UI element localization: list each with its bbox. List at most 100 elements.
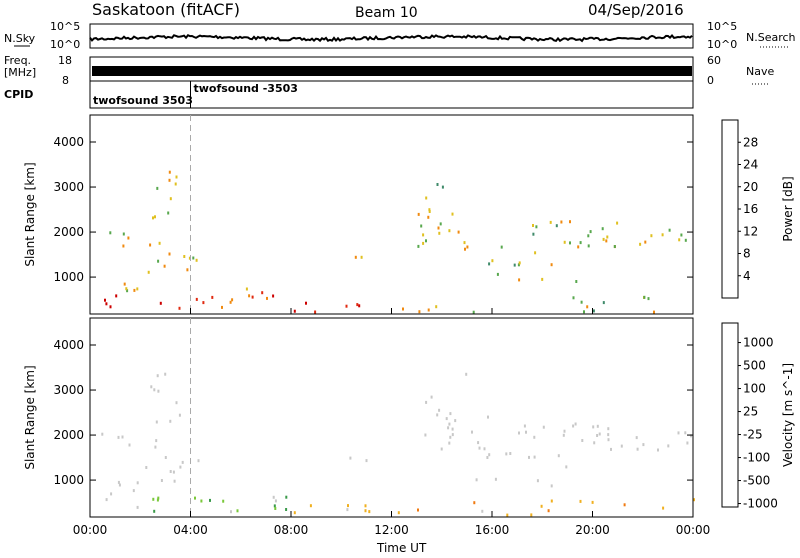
heatmap-cell xyxy=(532,232,535,236)
x-tick-label: 00:00 xyxy=(73,523,108,537)
heatmap-cell xyxy=(365,459,368,463)
heatmap-cell xyxy=(274,499,277,503)
heatmap-cell xyxy=(587,244,590,248)
heatmap-cell xyxy=(580,300,583,304)
heatmap-cell xyxy=(236,509,239,513)
heatmap-cell xyxy=(128,443,131,447)
heatmap-cell xyxy=(272,495,275,499)
heatmap-cell xyxy=(542,425,545,429)
heatmap-cell xyxy=(583,310,585,314)
heatmap-cell xyxy=(436,183,439,186)
heatmap-cell xyxy=(686,441,689,445)
heatmap-cell xyxy=(436,413,439,417)
heatmap-cell xyxy=(117,480,120,484)
heatmap-cell xyxy=(122,244,125,248)
heatmap-cell xyxy=(463,241,466,245)
heatmap-cell xyxy=(532,224,534,227)
colorbar-tick-label: 25 xyxy=(743,405,758,419)
heatmap-cell xyxy=(536,479,539,483)
heatmap-cell xyxy=(533,455,536,459)
heatmap-cell xyxy=(550,484,553,488)
heatmap-cell xyxy=(417,508,419,512)
colorbar-tick-label: 100 xyxy=(743,382,766,396)
velocity-panel: 1000 2000 3000 4000 00:00 04:00 08:00 12:00 16:0… xyxy=(23,317,795,537)
heatmap-cell xyxy=(574,422,577,426)
heatmap-cell xyxy=(488,453,491,457)
heatmap-cell xyxy=(445,417,448,421)
heatmap-cell xyxy=(422,241,425,245)
heatmap-cell xyxy=(555,224,558,228)
heatmap-cell xyxy=(230,510,232,514)
heatmap-cell xyxy=(598,432,601,436)
n-sky-tick-bottom: 10^0 xyxy=(50,38,80,51)
heatmap-cell xyxy=(285,508,288,511)
heatmap-cell xyxy=(147,270,150,274)
heatmap-cell xyxy=(105,302,108,306)
heatmap-cell xyxy=(488,262,491,266)
heatmap-cell xyxy=(447,426,450,430)
heatmap-cell xyxy=(178,306,181,310)
heatmap-cell xyxy=(364,504,367,508)
x-axis-label: Time UT xyxy=(376,541,427,554)
heatmap-cell xyxy=(186,268,189,272)
heatmap-cell xyxy=(623,503,626,507)
heatmap-cell xyxy=(525,430,527,434)
heatmap-cell xyxy=(293,309,296,313)
heatmap-cell xyxy=(540,504,543,508)
heatmap-cell xyxy=(592,425,595,429)
colorbar-tick-label: 24 xyxy=(743,158,758,172)
y-tick-label: 2000 xyxy=(53,225,84,239)
heatmap-cell xyxy=(563,240,566,244)
heatmap-cell xyxy=(145,466,148,469)
heatmap-cell xyxy=(430,395,433,399)
heatmap-cell xyxy=(644,240,647,244)
heatmap-cell xyxy=(168,252,171,256)
heatmap-cell xyxy=(473,501,476,505)
heatmap-cell xyxy=(650,234,653,238)
heatmap-cell xyxy=(273,504,276,508)
heatmap-cell xyxy=(635,436,638,440)
heatmap-cell xyxy=(368,510,371,514)
heatmap-cell xyxy=(448,229,451,233)
heatmap-cell xyxy=(164,372,167,376)
beam-title: Beam 10 xyxy=(355,5,418,21)
x-tick-label: 04:00 xyxy=(173,523,208,537)
heatmap-cell xyxy=(136,481,139,485)
y-tick-label: 3000 xyxy=(53,383,84,397)
heatmap-cell xyxy=(194,496,196,500)
heatmap-cell xyxy=(195,258,198,262)
heatmap-cell xyxy=(616,221,619,225)
heatmap-cell xyxy=(577,245,580,249)
heatmap-cell xyxy=(441,185,444,189)
heatmap-cell xyxy=(211,295,214,299)
heatmap-cell xyxy=(266,296,268,300)
heatmap-cell xyxy=(197,459,200,463)
heatmap-cell xyxy=(642,443,645,447)
heatmap-cell xyxy=(347,504,349,508)
heatmap-cell xyxy=(528,455,530,459)
n-sky-tick-top: 10^5 xyxy=(50,20,80,33)
heatmap-cell xyxy=(494,477,497,481)
heatmap-cell xyxy=(451,212,454,216)
colorbar: 1000 500 100 25 -25 -100 -500 -1000 Velocity [m … xyxy=(721,322,795,511)
colorbar-tick-label: -500 xyxy=(743,474,770,488)
heatmap-cell xyxy=(572,424,575,428)
heatmap-cell xyxy=(475,478,478,482)
heatmap-cell xyxy=(200,499,203,503)
heatmap-cell xyxy=(425,400,428,404)
heatmap-cell xyxy=(427,215,430,219)
heatmap-cell xyxy=(667,444,670,448)
heatmap-cell xyxy=(149,243,152,247)
heatmap-cell xyxy=(592,309,595,313)
heatmap-cell xyxy=(168,170,171,174)
heatmap-cell xyxy=(110,492,113,496)
heatmap-cell xyxy=(602,301,605,305)
x-tick-label: 00:00 xyxy=(676,523,711,537)
heatmap-cell xyxy=(175,175,178,179)
colorbar-tick-label: 20 xyxy=(743,180,758,194)
heatmap-cell xyxy=(684,238,687,242)
heatmap-cell xyxy=(607,433,610,437)
heatmap-cell xyxy=(547,509,550,513)
heatmap-cell xyxy=(596,434,599,437)
heatmap-cell xyxy=(560,220,563,224)
